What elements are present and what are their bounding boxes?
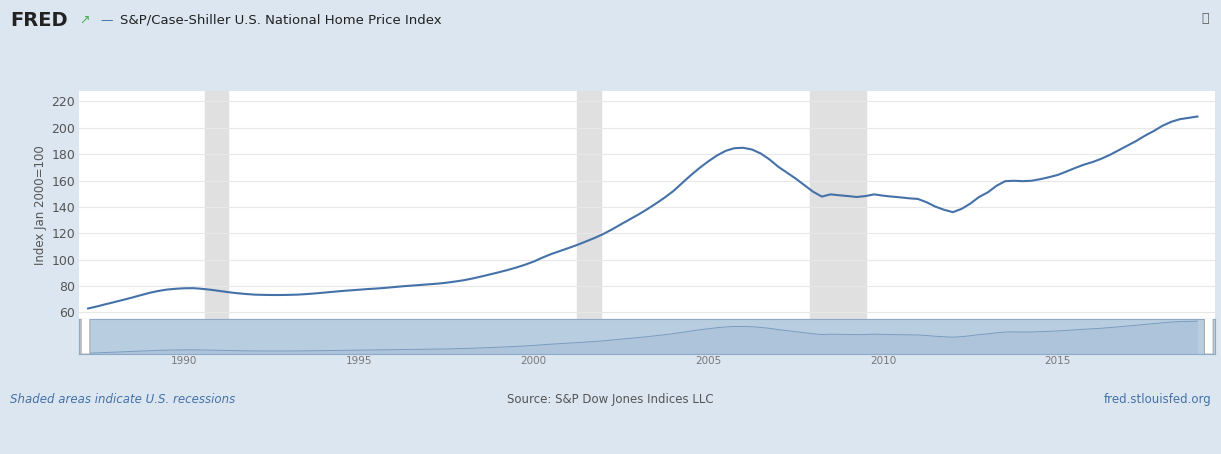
Text: fred.stlouisfed.org: fred.stlouisfed.org bbox=[1104, 393, 1211, 406]
Text: Shaded areas indicate U.S. recessions: Shaded areas indicate U.S. recessions bbox=[10, 393, 234, 406]
Text: ↗: ↗ bbox=[79, 14, 90, 27]
Text: S&P/Case-Shiller U.S. National Home Price Index: S&P/Case-Shiller U.S. National Home Pric… bbox=[120, 14, 441, 27]
Text: —: — bbox=[100, 14, 112, 27]
Bar bbox=[811, 91, 866, 319]
Bar bbox=[578, 91, 601, 319]
Text: FRED: FRED bbox=[10, 11, 67, 30]
Text: ⛶: ⛶ bbox=[1201, 12, 1209, 25]
Text: Source: S&P Dow Jones Indices LLC: Source: S&P Dow Jones Indices LLC bbox=[507, 393, 714, 406]
FancyBboxPatch shape bbox=[1204, 305, 1214, 354]
Bar bbox=[205, 91, 228, 319]
Y-axis label: Index Jan 2000=100: Index Jan 2000=100 bbox=[34, 145, 48, 265]
FancyBboxPatch shape bbox=[81, 305, 90, 354]
